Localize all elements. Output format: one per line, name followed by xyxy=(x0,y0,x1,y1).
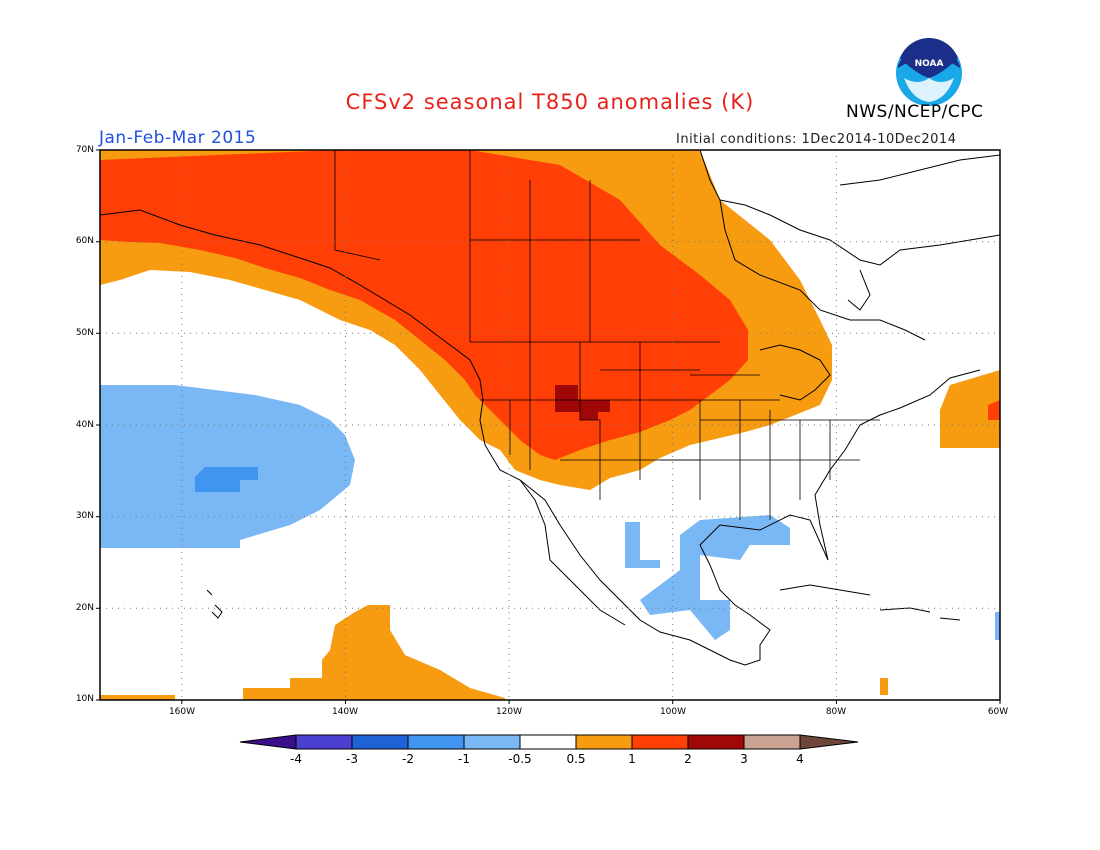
colorbar-swatch-pos2 xyxy=(688,735,744,749)
colorbar-swatch-neg1 xyxy=(408,735,464,749)
chart-title: CFSv2 seasonal T850 anomalies (K) xyxy=(345,90,755,114)
lat-label-20n: 20N xyxy=(75,603,94,613)
anomaly-region-lightblue-mexico xyxy=(625,522,660,568)
province-borders xyxy=(334,150,640,342)
colorbar-swatch-neg2 xyxy=(352,735,408,749)
lat-label-70n: 70N xyxy=(75,145,94,155)
colorbar-arrow-high xyxy=(800,735,858,749)
state-borders xyxy=(470,341,880,520)
colorbar xyxy=(239,734,859,750)
anomaly-region-orange-tropics-west xyxy=(100,695,175,700)
anomaly-region-blue-pacific xyxy=(195,467,258,492)
noaa-logo: NOAA xyxy=(894,37,964,112)
gridlines xyxy=(100,150,1000,700)
anomaly-region-red-atlantic xyxy=(988,400,1000,420)
agency-label: NWS/NCEP/CPC xyxy=(846,102,984,122)
colorbar-label-neg3: -3 xyxy=(346,752,358,766)
colorbar-swatch-neg3 xyxy=(296,735,352,749)
colorbar-arrow-low xyxy=(240,735,296,749)
colorbar-swatch-pos05 xyxy=(576,735,632,749)
colorbar-label-pos1: 1 xyxy=(628,752,636,766)
colorbar-label-pos2: 2 xyxy=(684,752,692,766)
lat-label-50n: 50N xyxy=(75,328,94,338)
colorbar-label-pos3: 3 xyxy=(740,752,748,766)
colorbar-label-neg2: -2 xyxy=(402,752,414,766)
anomaly-region-lightblue-gulf xyxy=(640,515,790,640)
colorbar-swatch-pos3 xyxy=(744,735,800,749)
map-ticks xyxy=(96,149,1001,704)
season-label: Jan-Feb-Mar 2015 xyxy=(99,128,257,148)
anomaly-region-red-north xyxy=(100,150,748,460)
lat-label-40n: 40N xyxy=(75,420,94,430)
lon-label-160w: 160W xyxy=(168,707,196,717)
colorbar-swatch-neg05 xyxy=(464,735,520,749)
initial-conditions-label: Initial conditions: 1Dec2014-10Dec2014 xyxy=(676,132,957,147)
lat-label-60n: 60N xyxy=(75,236,94,246)
colorbar-swatch-neutral xyxy=(520,735,576,749)
colorbar-label-neg05: -0.5 xyxy=(508,752,532,766)
anomaly-region-orange-tropics xyxy=(243,605,505,700)
lon-label-80w: 80W xyxy=(825,707,847,717)
colorbar-swatch-pos1 xyxy=(632,735,688,749)
colorbar-label-pos4: 4 xyxy=(796,752,804,766)
lon-label-140w: 140W xyxy=(331,707,359,717)
colorbar-label-neg4: -4 xyxy=(290,752,302,766)
coastlines xyxy=(100,150,1000,666)
colorbar-label-neg1: -1 xyxy=(458,752,470,766)
noaa-logo-text: NOAA xyxy=(915,59,944,69)
lon-label-100w: 100W xyxy=(659,707,687,717)
lat-label-30n: 30N xyxy=(75,511,94,521)
anomaly-region-orange-atlantic xyxy=(940,370,1000,448)
lon-label-120w: 120W xyxy=(495,707,523,717)
anomaly-region-orange-caribbean xyxy=(880,678,888,695)
lon-label-60w: 60W xyxy=(987,707,1009,717)
anomaly-region-lightblue-pacific xyxy=(100,385,355,548)
anomaly-region-darkred xyxy=(555,385,610,420)
anomaly-region-lightblue-atlantic xyxy=(995,612,1000,640)
colorbar-label-pos05: 0.5 xyxy=(566,752,586,766)
lat-label-10n: 10N xyxy=(75,694,94,704)
